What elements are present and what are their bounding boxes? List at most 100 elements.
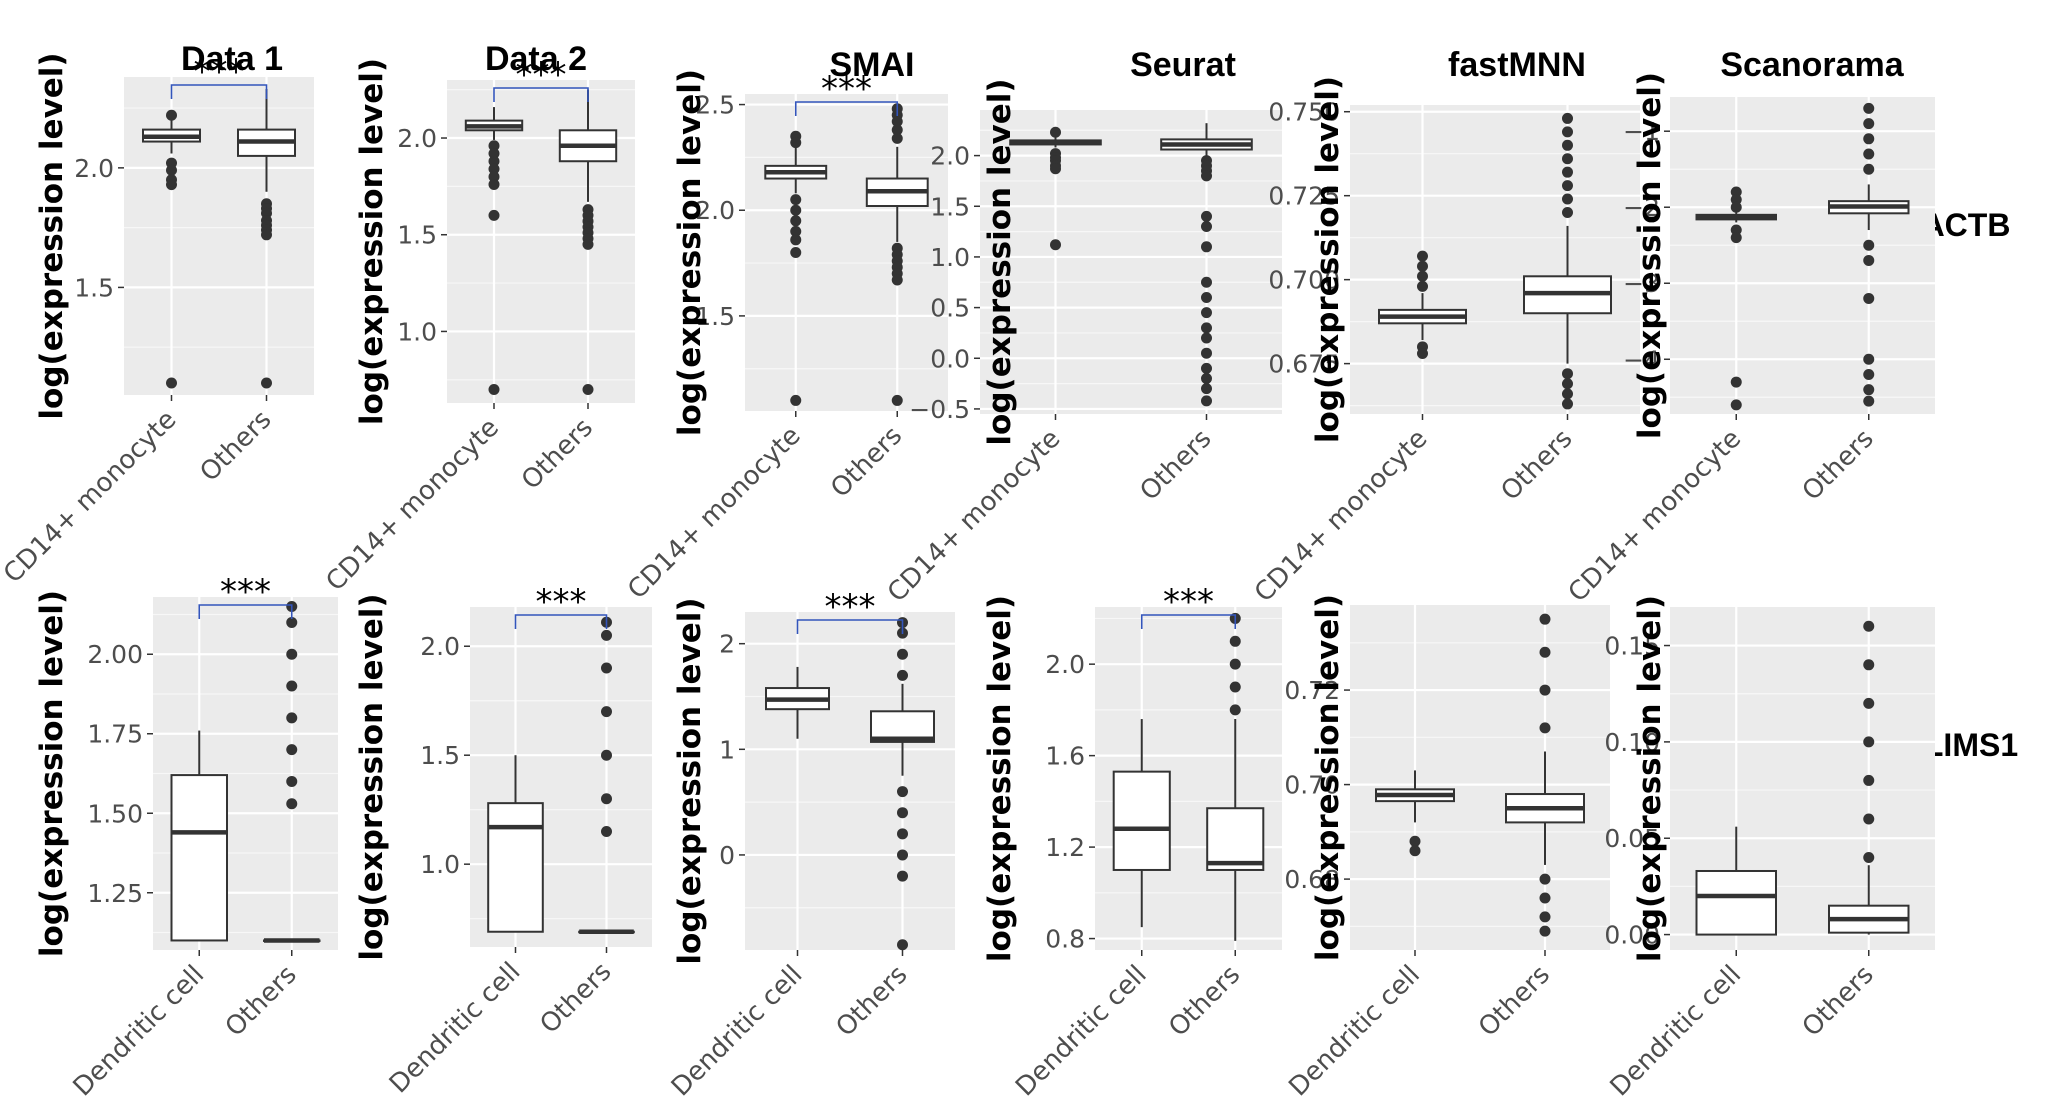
y-tick-label: 1.5 — [930, 192, 970, 221]
y-tick-label: −3 — [1623, 269, 1660, 298]
outlier-point — [1863, 813, 1875, 825]
outlier-point — [1229, 635, 1241, 647]
panel-title: SMAI — [830, 46, 915, 84]
outlier-point — [790, 394, 802, 406]
outlier-point — [1562, 398, 1573, 410]
box-1 — [1112, 770, 1171, 871]
significance-label: *** — [1163, 582, 1214, 622]
outlier-point — [1863, 163, 1875, 175]
outlier-point — [1863, 353, 1875, 365]
y-tick-label: 0.68 — [1284, 865, 1340, 894]
y-tick-label: 1.5 — [695, 302, 735, 331]
panel-title: Data 1 — [181, 40, 283, 78]
outlier-point — [601, 793, 612, 805]
y-tick-label: 1.5 — [397, 221, 437, 250]
outlier-point — [1863, 102, 1875, 114]
outlier-point — [601, 629, 612, 641]
outlier-point — [261, 229, 272, 241]
y-tick-label: 0 — [719, 841, 735, 870]
outlier-point — [897, 828, 908, 840]
outlier-point — [790, 204, 802, 216]
box-1 — [487, 802, 544, 933]
outlier-point — [1863, 254, 1875, 266]
outlier-point — [1201, 322, 1212, 334]
outlier-point — [1539, 873, 1551, 885]
outlier-point — [1417, 250, 1428, 262]
outlier-point — [1050, 239, 1061, 251]
outlier-point — [891, 132, 903, 144]
y-axis-label: log(expression level) — [1632, 72, 1668, 439]
plot-background — [745, 612, 955, 950]
row-label-actb: ACTB — [1922, 207, 2011, 243]
panel-9: 0 1 2 Dendritic cell Others *** log(expression… — [666, 587, 955, 1102]
plot-background — [980, 110, 1282, 414]
outlier-point — [1201, 373, 1212, 385]
outlier-point — [1562, 378, 1573, 390]
outlier-point — [601, 749, 612, 761]
significance-bracket — [514, 614, 608, 629]
plot-background — [745, 94, 948, 411]
y-tick-label: 1.5 — [420, 741, 460, 770]
y-tick-label: 2.0 — [420, 632, 460, 661]
outlier-point — [488, 155, 500, 167]
outlier-point — [1730, 224, 1742, 236]
outlier-point — [1730, 201, 1742, 213]
significance-label: *** — [536, 582, 587, 622]
y-tick-label: 1.2 — [1045, 833, 1085, 862]
x-tick-label: Others — [194, 405, 277, 488]
outlier-point — [488, 383, 500, 395]
y-tick-label: 0.5 — [930, 294, 970, 323]
outlier-point — [897, 669, 908, 681]
outlier-point — [1863, 384, 1875, 396]
outlier-point — [1863, 852, 1875, 864]
outlier-point — [1863, 659, 1875, 671]
x-tick-label: Dendritic cell — [1283, 960, 1426, 1103]
significance-label: *** — [194, 52, 245, 92]
panel-1: 1.5 2.0 CD14+ monocyte Others *** log(express… — [0, 40, 314, 589]
outlier-point — [601, 662, 612, 674]
x-tick-label: Dendritic cell — [68, 960, 211, 1103]
y-tick-label: 1.0 — [420, 850, 460, 879]
outlier-point — [1201, 395, 1212, 407]
outlier-point — [1730, 399, 1742, 411]
y-tick-label: 1.25 — [87, 879, 143, 908]
y-tick-label: 2.0 — [695, 196, 735, 225]
outlier-point — [1201, 291, 1212, 303]
outlier-point — [1863, 697, 1875, 709]
outlier-point — [1539, 911, 1551, 923]
outlier-point — [286, 798, 298, 810]
outlier-point — [1417, 270, 1428, 282]
panel-10: 0.8 1.2 1.6 2.0 Dendritic cell Others *** log(e… — [982, 582, 1282, 1102]
y-tick-label: 2 — [719, 630, 735, 659]
x-tick-label: Others — [220, 960, 303, 1043]
x-tick-label: CD14+ monocyte — [882, 424, 1066, 608]
box-2 — [1206, 807, 1265, 871]
outlier-point — [601, 706, 612, 718]
outlier-point — [1539, 684, 1551, 696]
y-tick-label: 2.0 — [1045, 650, 1085, 679]
x-tick-label: Others — [1495, 424, 1578, 507]
significance-bracket — [198, 604, 293, 619]
outlier-point — [1863, 736, 1875, 748]
outlier-point — [1229, 704, 1241, 716]
outlier-point — [897, 786, 908, 798]
panel-12: 0.00 0.05 0.10 0.15 Dendritic cell Others log(… — [1604, 595, 1935, 1102]
y-axis-label: log(expression level) — [982, 595, 1018, 962]
outlier-point — [582, 383, 594, 395]
outlier-point — [286, 616, 298, 628]
outlier-point — [1201, 221, 1212, 233]
outlier-point — [897, 939, 908, 951]
panel-title: Seurat — [1130, 46, 1236, 84]
outlier-point — [891, 115, 903, 127]
outlier-point — [1863, 239, 1875, 251]
x-tick-label: Others — [1473, 960, 1556, 1043]
outlier-point — [790, 234, 802, 246]
significance-label: *** — [220, 572, 271, 612]
outlier-point — [1562, 388, 1573, 400]
outlier-point — [790, 247, 802, 258]
outlier-point — [1229, 658, 1241, 670]
box-1 — [1695, 869, 1777, 936]
outlier-point — [1863, 148, 1875, 160]
y-tick-label: 0.72 — [1284, 676, 1340, 705]
y-tick-label: 0.725 — [1268, 182, 1340, 211]
